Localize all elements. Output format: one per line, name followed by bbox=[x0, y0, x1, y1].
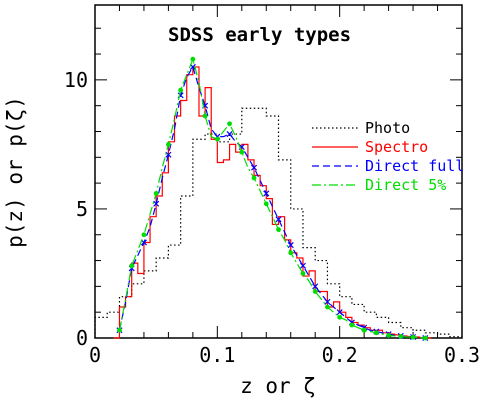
series-direct-full-point bbox=[324, 298, 331, 305]
plot-frame bbox=[94, 4, 463, 339]
series-direct-5-point bbox=[276, 227, 281, 232]
x-tick-label: 0 bbox=[89, 343, 101, 367]
series-direct-full-point bbox=[263, 190, 270, 197]
chart-title: SDSS early types bbox=[168, 24, 351, 46]
series-direct-5-point bbox=[251, 175, 257, 181]
series-direct-5-point bbox=[337, 314, 343, 320]
x-tick-label: 0.2 bbox=[322, 343, 358, 367]
series-direct-5-point bbox=[214, 136, 220, 142]
y-tick-label: 10 bbox=[64, 68, 88, 92]
series-direct-5-point bbox=[288, 250, 294, 256]
legend-label-photo: Photo bbox=[365, 119, 410, 137]
series-direct-5-point bbox=[129, 263, 135, 269]
series-direct-full-point bbox=[251, 164, 258, 171]
series-direct-5-point bbox=[178, 87, 184, 93]
series-direct-5-point bbox=[410, 334, 416, 340]
series-direct-5-point bbox=[373, 330, 379, 336]
x-tick-label: 0.3 bbox=[444, 343, 480, 367]
series-layer bbox=[94, 56, 462, 342]
series-direct-5-point bbox=[398, 334, 404, 339]
series-direct-full-point bbox=[287, 242, 294, 249]
series-direct-5-point bbox=[239, 149, 245, 155]
y-tick-label: 5 bbox=[76, 197, 88, 221]
series-direct-5-point bbox=[166, 141, 171, 147]
series-direct-5-point bbox=[117, 327, 122, 333]
series-spectro-line bbox=[113, 66, 432, 339]
series-direct-5-point bbox=[349, 322, 355, 328]
series-direct-5-point bbox=[263, 201, 269, 207]
series-direct-5-point bbox=[386, 333, 391, 338]
series-direct-full-point bbox=[312, 283, 319, 290]
tick-labels: 0 0.1 0.2 0.3 0 5 10 bbox=[64, 68, 480, 367]
series-direct-full-point bbox=[336, 309, 343, 316]
legend-label-direct-full: Direct full bbox=[365, 157, 464, 175]
series-direct-full-point bbox=[299, 262, 306, 269]
series-direct-full-point bbox=[153, 200, 160, 207]
y-tick-label: 0 bbox=[76, 326, 88, 350]
legend-label-spectro: Spectro bbox=[365, 138, 428, 156]
tick-marks bbox=[94, 5, 463, 339]
series-direct-5-point bbox=[202, 113, 208, 119]
series-direct-5-point bbox=[300, 271, 306, 276]
series-direct-5-point bbox=[325, 304, 330, 310]
series-direct-5-point bbox=[361, 327, 367, 333]
series-direct-5-point bbox=[190, 56, 196, 62]
series-direct-5-point bbox=[153, 191, 159, 196]
y-axis-label: p(z) or p(ζ) bbox=[3, 96, 27, 248]
series-direct-5-point bbox=[141, 232, 147, 238]
series-direct-full-point bbox=[275, 216, 282, 223]
series-direct-5-point bbox=[227, 121, 232, 127]
series-direct-5-point bbox=[422, 335, 428, 341]
x-axis-label: z or ζ bbox=[240, 374, 316, 398]
series-direct-5-point bbox=[312, 289, 318, 294]
x-tick-label: 0.1 bbox=[199, 343, 235, 367]
series-direct-full-line bbox=[118, 65, 426, 339]
series-direct-full-point bbox=[226, 131, 233, 138]
legend-label-direct-5: Direct 5% bbox=[365, 176, 446, 194]
